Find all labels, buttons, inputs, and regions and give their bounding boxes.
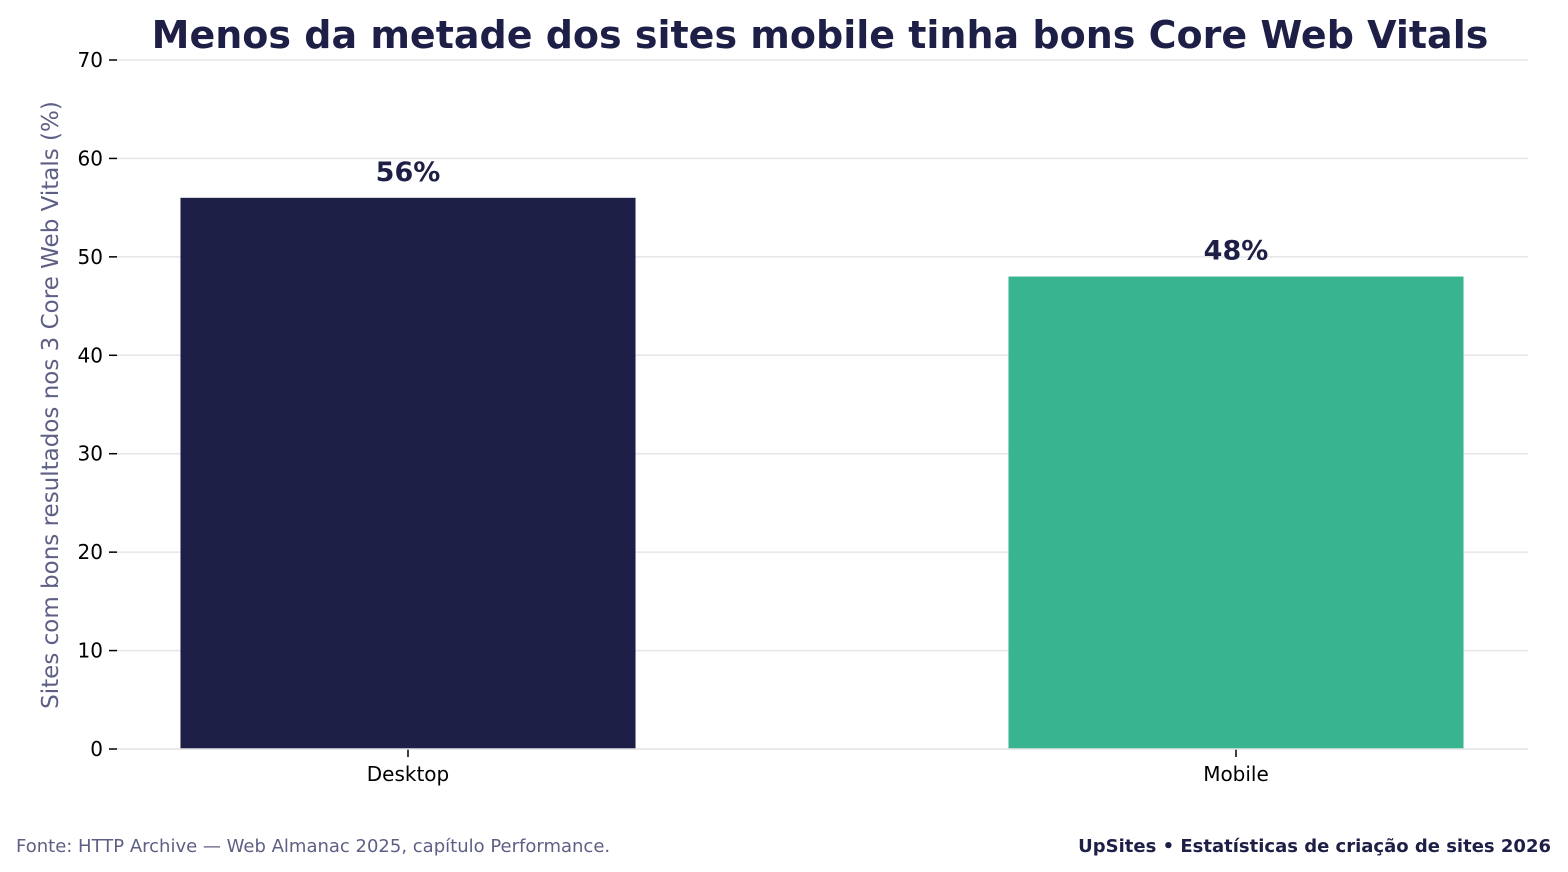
bar-value-label: 48% — [1204, 236, 1269, 267]
bar-value-label: 56% — [376, 157, 441, 188]
y-tick-label: 40 — [78, 343, 103, 367]
y-tick-label: 70 — [78, 48, 103, 72]
credit-note: UpSites • Estatísticas de criação de sit… — [1078, 836, 1551, 857]
x-tick-label: Desktop — [367, 762, 449, 786]
y-tick-label: 20 — [78, 540, 103, 564]
source-note: Fonte: HTTP Archive — Web Almanac 2025, … — [16, 836, 610, 857]
bar-desktop — [180, 197, 636, 750]
chart-title: Menos da metade dos sites mobile tinha b… — [152, 13, 1489, 57]
bar-mobile — [1008, 276, 1464, 749]
x-tick-label: Mobile — [1203, 762, 1269, 786]
y-tick-label: 30 — [78, 442, 103, 466]
y-tick-label: 0 — [90, 737, 103, 761]
y-tick-label: 60 — [78, 146, 103, 170]
axes: 0 10 20 30 40 50 60 70 Desktop Mobile — [78, 48, 1528, 786]
data-labels: 56% 48% — [376, 157, 1269, 267]
y-axis-label: Sites com bons resultados nos 3 Core Web… — [38, 101, 64, 709]
y-tick-label: 50 — [78, 245, 103, 269]
y-tick-label: 10 — [78, 639, 103, 663]
bars — [180, 197, 1464, 750]
